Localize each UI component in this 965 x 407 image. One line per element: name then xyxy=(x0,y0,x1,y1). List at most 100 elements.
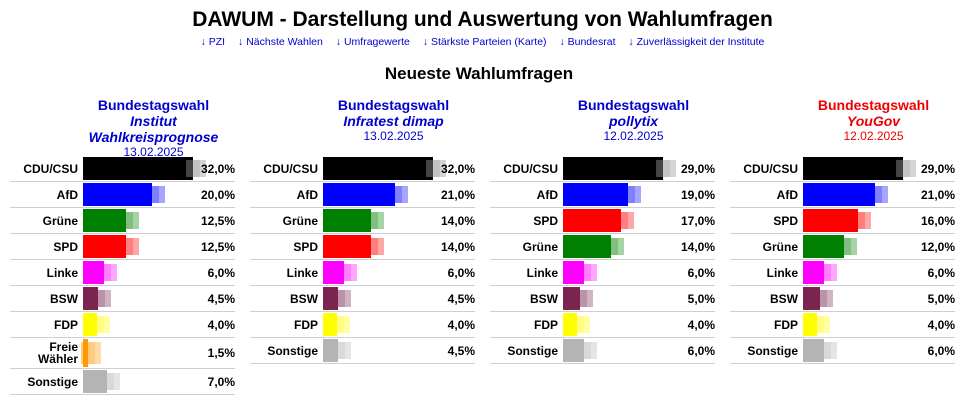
bar-trend-marker xyxy=(158,186,165,203)
bar-trend-marker xyxy=(100,373,115,390)
bar-trend-marker xyxy=(118,238,133,255)
bar-trend-marker xyxy=(827,290,834,307)
nav-link-next-elections[interactable]: ↓ Nächste Wahlen xyxy=(238,36,323,48)
bar-afd xyxy=(323,183,396,206)
poll-institute[interactable]: Infratest dimap xyxy=(343,113,444,129)
party-value: 1,5% xyxy=(207,346,235,360)
result-row-spd: SPD 17,0% xyxy=(490,208,715,234)
result-row-afd: AfD 21,0% xyxy=(730,182,955,208)
bar-trend-marker xyxy=(105,290,112,307)
poll-header[interactable]: Bundestagswahl Infratest dimap 13.02.2025 xyxy=(312,97,475,143)
result-row-gruene: Grüne 12,0% xyxy=(730,234,955,260)
bar-trend-marker xyxy=(144,186,159,203)
bar-area xyxy=(323,287,433,310)
bar-area xyxy=(803,313,913,336)
bar-trend-marker xyxy=(813,290,828,307)
poll-election-title[interactable]: Bundestagswahl xyxy=(577,97,690,113)
bar-trend-marker xyxy=(587,290,594,307)
bar-trend-marker xyxy=(865,212,871,229)
party-value: 4,5% xyxy=(207,291,235,306)
poll-date: 13.02.2025 xyxy=(363,129,424,143)
result-row-spd: SPD 12,5% xyxy=(10,234,235,260)
bar-area xyxy=(803,209,913,232)
party-label: Sonstige xyxy=(267,343,318,358)
bar-trend-marker xyxy=(388,186,403,203)
nav-link-strongest-parties-map[interactable]: ↓ Stärkste Parteien (Karte) xyxy=(422,36,547,48)
poll-institute[interactable]: YouGov xyxy=(846,113,901,129)
bar-trend-marker xyxy=(402,186,409,203)
party-label: FDP xyxy=(294,317,318,332)
bar-spd xyxy=(803,209,858,232)
bar-trend-marker xyxy=(110,264,117,281)
result-row-afd: AfD 19,0% xyxy=(490,182,715,208)
bar-area xyxy=(803,157,916,180)
bar-afd xyxy=(563,183,629,206)
result-row-sonstige: Sonstige 6,0% xyxy=(730,338,955,364)
bar-trend-marker xyxy=(364,212,379,229)
bar-area xyxy=(563,157,676,180)
result-row-cdu-csu: CDU/CSU 32,0% xyxy=(10,156,235,182)
bar-area xyxy=(803,235,913,258)
party-label: Grüne xyxy=(762,239,798,254)
nav-link-institute-reliability[interactable]: ↓ Zuverlässigkeit der Institute xyxy=(628,36,765,48)
party-label: AfD xyxy=(296,187,318,202)
party-value: 32,0% xyxy=(440,161,475,176)
poll-election-title[interactable]: Bundestagswahl xyxy=(337,97,450,113)
party-label: Linke xyxy=(46,265,78,280)
result-row-afd: AfD 21,0% xyxy=(250,182,475,208)
bar-area xyxy=(803,287,913,310)
result-row-spd: SPD 16,0% xyxy=(730,208,955,234)
party-value: 16,0% xyxy=(920,213,955,228)
party-label: Grüne xyxy=(522,239,558,254)
result-row-linke: Linke 6,0% xyxy=(730,260,955,286)
poll-election-title[interactable]: Bundestagswahl xyxy=(817,97,930,113)
bar-area xyxy=(83,209,193,232)
bar-spd xyxy=(563,209,622,232)
page-title: DAWUM - Darstellung und Auswertung von W… xyxy=(192,8,773,31)
party-value: 29,0% xyxy=(920,161,955,176)
bar-area xyxy=(323,209,433,232)
poll-header[interactable]: Bundestagswahl Institut Wahlkreisprognose… xyxy=(72,97,235,159)
poll-header[interactable]: Bundestagswahl pollytix 12.02.2025 xyxy=(552,97,715,143)
bar-area xyxy=(323,339,433,362)
bar-spd xyxy=(83,235,126,258)
bar-trend-marker xyxy=(823,316,830,333)
party-label: Sonstige xyxy=(507,343,558,358)
bar-area xyxy=(323,235,433,258)
party-label: Linke xyxy=(526,265,558,280)
result-row-fdp: FDP 4,0% xyxy=(730,312,955,338)
bar-trend-marker xyxy=(621,186,636,203)
poll-election-title[interactable]: Bundestagswahl xyxy=(97,97,210,113)
bar-trend-marker xyxy=(426,160,440,177)
party-value: 14,0% xyxy=(440,213,475,228)
bar-area xyxy=(563,209,673,232)
nav-link-poll-values[interactable]: ↓ Umfragewerte xyxy=(335,36,410,48)
bar-trend-marker xyxy=(669,160,676,177)
poll-date: 12.02.2025 xyxy=(843,129,904,143)
bar-area xyxy=(563,313,673,336)
party-label: BSW xyxy=(50,291,78,306)
result-row-bsw: BSW 4,5% xyxy=(10,286,235,312)
party-label: Grüne xyxy=(282,213,318,228)
bar-trend-marker xyxy=(331,342,346,359)
bar-trend-marker xyxy=(378,212,385,229)
bar-trend-marker xyxy=(816,342,831,359)
nav-links: ↓ PZI ↓ Nächste Wahlen ↓ Umfragewerte ↓ … xyxy=(0,36,965,48)
party-value: 6,0% xyxy=(687,265,715,280)
bar-gruene xyxy=(803,235,845,258)
bar-trend-marker xyxy=(364,238,379,255)
poll-header[interactable]: Bundestagswahl YouGov 12.02.2025 xyxy=(792,97,955,143)
party-label: AfD xyxy=(56,187,78,202)
poll-institute[interactable]: Institut Wahlkreisprognose xyxy=(88,113,219,145)
poll-institute[interactable]: pollytix xyxy=(608,113,658,129)
nav-link-pzi[interactable]: ↓ PZI xyxy=(200,36,226,48)
bar-trend-marker xyxy=(576,342,591,359)
party-value: 6,0% xyxy=(447,265,475,280)
bar-trend-marker xyxy=(345,290,352,307)
bar-area xyxy=(81,339,193,367)
party-label: AfD xyxy=(536,187,558,202)
bar-trend-marker xyxy=(132,212,139,229)
bar-trend-marker xyxy=(132,238,139,255)
nav-link-bundesrat[interactable]: ↓ Bundesrat xyxy=(559,36,616,48)
party-label: FDP xyxy=(774,317,798,332)
